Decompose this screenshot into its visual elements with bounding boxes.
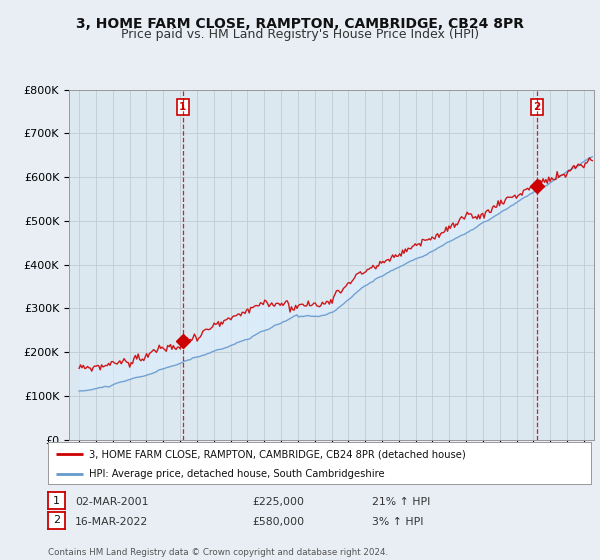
Text: 1: 1 — [179, 102, 187, 112]
Text: Price paid vs. HM Land Registry's House Price Index (HPI): Price paid vs. HM Land Registry's House … — [121, 28, 479, 41]
Text: 21% ↑ HPI: 21% ↑ HPI — [372, 497, 430, 507]
Text: £225,000: £225,000 — [252, 497, 304, 507]
Text: 3% ↑ HPI: 3% ↑ HPI — [372, 517, 424, 527]
Text: 1: 1 — [53, 496, 60, 506]
Text: 2: 2 — [533, 102, 541, 112]
Text: £580,000: £580,000 — [252, 517, 304, 527]
Text: Contains HM Land Registry data © Crown copyright and database right 2024.
This d: Contains HM Land Registry data © Crown c… — [48, 548, 388, 560]
Text: 3, HOME FARM CLOSE, RAMPTON, CAMBRIDGE, CB24 8PR (detached house): 3, HOME FARM CLOSE, RAMPTON, CAMBRIDGE, … — [89, 449, 466, 459]
Text: 16-MAR-2022: 16-MAR-2022 — [75, 517, 148, 527]
Text: 2: 2 — [53, 515, 60, 525]
Text: HPI: Average price, detached house, South Cambridgeshire: HPI: Average price, detached house, Sout… — [89, 469, 385, 479]
Text: 02-MAR-2001: 02-MAR-2001 — [75, 497, 149, 507]
Text: 3, HOME FARM CLOSE, RAMPTON, CAMBRIDGE, CB24 8PR: 3, HOME FARM CLOSE, RAMPTON, CAMBRIDGE, … — [76, 17, 524, 31]
